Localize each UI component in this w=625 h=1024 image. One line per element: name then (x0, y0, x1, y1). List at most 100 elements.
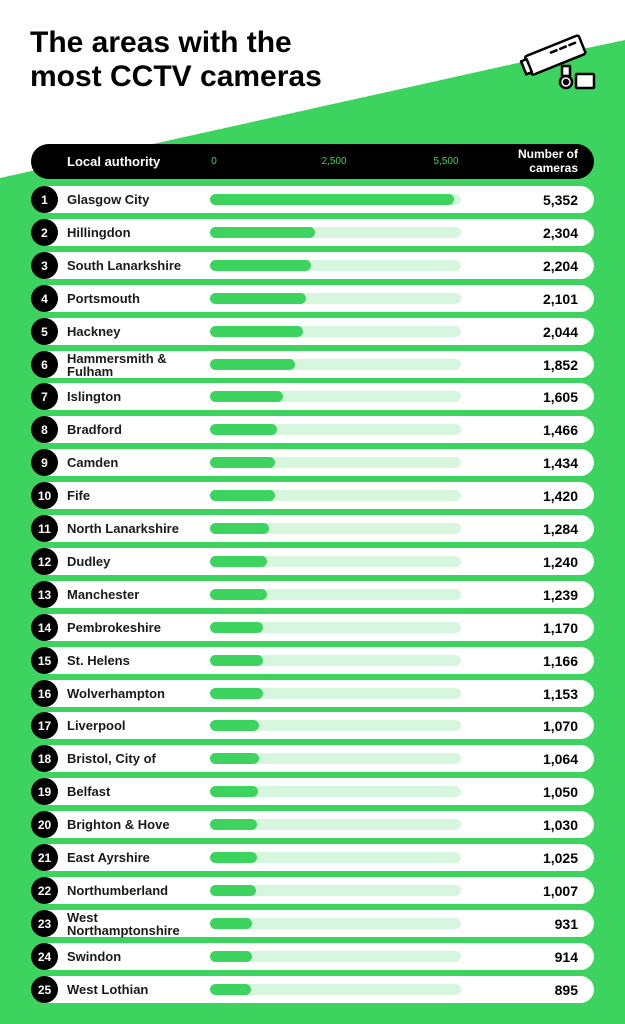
rank-badge: 13 (31, 581, 58, 608)
header-local-authority: Local authority (67, 154, 161, 169)
bar-track (210, 424, 461, 435)
category-label: Dudley (67, 554, 111, 569)
value-label: 1,852 (542, 356, 578, 373)
bar (210, 293, 306, 304)
value-label: 1,434 (542, 454, 578, 471)
category-label: Hackney (67, 324, 121, 339)
category-label: East Ayrshire (67, 850, 150, 865)
rank-badge: 16 (31, 680, 58, 707)
category-label: Wolverhampton (67, 686, 165, 701)
axis-tick-2500: 2,500 (321, 156, 347, 167)
rank-badge: 15 (31, 647, 58, 674)
bar-row: 16 Wolverhampton 1,153 (31, 680, 594, 707)
bar-row: 23 West Northamptonshire 931 (31, 910, 594, 937)
bar (210, 819, 257, 830)
bar-row: 8 Bradford 1,466 (31, 416, 594, 443)
bar (210, 359, 295, 370)
bar-track (210, 227, 461, 238)
bar-track (210, 457, 461, 468)
category-label: Liverpool (67, 718, 126, 733)
bar-track (210, 260, 461, 271)
bar (210, 194, 455, 205)
value-label: 1,166 (542, 652, 578, 669)
bar-row: 2 Hillingdon 2,304 (31, 219, 594, 246)
category-label: Hammersmith & Fulham (67, 350, 167, 379)
bar-track (210, 984, 461, 995)
bar (210, 556, 267, 567)
bar (210, 227, 316, 238)
bar (210, 753, 259, 764)
rank-badge: 14 (31, 614, 58, 641)
value-label: 1,153 (542, 685, 578, 702)
category-label: Swindon (67, 949, 122, 964)
category-label: West Lothian (67, 982, 149, 997)
header-number-of-cameras: Number of cameras (518, 147, 578, 175)
bar (210, 490, 275, 501)
category-label: Camden (67, 455, 119, 470)
rank-badge: 17 (31, 712, 58, 739)
bar-track (210, 655, 461, 666)
value-label: 895 (554, 981, 578, 998)
category-label: Hillingdon (67, 225, 131, 240)
bar (210, 622, 264, 633)
value-label: 1,007 (542, 882, 578, 899)
bar-row: 12 Dudley 1,240 (31, 548, 594, 575)
category-label: Fife (67, 488, 91, 503)
bar (210, 655, 264, 666)
rank-badge: 25 (31, 976, 58, 1003)
bar-row: 13 Manchester 1,239 (31, 581, 594, 608)
bar (210, 391, 284, 402)
bar-track (210, 720, 461, 731)
bar-row: 24 Swindon 914 (31, 943, 594, 970)
category-label: West Northamptonshire (67, 909, 180, 938)
value-label: 1,605 (542, 388, 578, 405)
category-label: Brighton & Hove (67, 817, 170, 832)
bar (210, 852, 257, 863)
bar-track (210, 688, 461, 699)
category-label: Islington (67, 389, 122, 404)
category-label: Pembrokeshire (67, 620, 161, 635)
bar-track (210, 951, 461, 962)
value-label: 2,044 (542, 323, 578, 340)
category-label: St. Helens (67, 653, 130, 668)
value-label: 2,204 (542, 257, 578, 274)
bar (210, 424, 277, 435)
bar-track (210, 819, 461, 830)
axis-tick-5500: 5,500 (433, 156, 459, 167)
bar-row: 18 Bristol, City of 1,064 (31, 745, 594, 772)
title-line-1: The areas with the (30, 26, 292, 59)
value-label: 1,050 (542, 783, 578, 800)
page-title: The areas with the most CCTV cameras (30, 26, 450, 94)
bar-track (210, 589, 461, 600)
category-label: South Lanarkshire (67, 258, 182, 273)
bar (210, 951, 252, 962)
category-label: Manchester (67, 587, 140, 602)
category-label: Northumberland (67, 883, 169, 898)
rank-badge: 10 (31, 482, 58, 509)
axis-tick-0: 0 (211, 156, 217, 167)
category-label: Belfast (67, 784, 111, 799)
value-label: 1,240 (542, 553, 578, 570)
rank-badge: 21 (31, 844, 58, 871)
rank-badge: 6 (31, 351, 58, 378)
value-label: 2,304 (542, 224, 578, 241)
bar-row: 4 Portsmouth 2,101 (31, 285, 594, 312)
bar-row: 20 Brighton & Hove 1,030 (31, 811, 594, 838)
bar (210, 523, 269, 534)
bar (210, 918, 253, 929)
category-label: Glasgow City (67, 192, 150, 207)
category-label: Bradford (67, 422, 122, 437)
bar-row: 14 Pembrokeshire 1,170 (31, 614, 594, 641)
value-label: 1,030 (542, 816, 578, 833)
bar-row: 17 Liverpool 1,070 (31, 712, 594, 739)
value-label: 1,284 (542, 520, 578, 537)
bar (210, 326, 304, 337)
bar (210, 984, 251, 995)
bar (210, 457, 276, 468)
category-label: Portsmouth (67, 291, 140, 306)
bar-row: 25 West Lothian 895 (31, 976, 594, 1003)
bar-track (210, 918, 461, 929)
bar-track (210, 391, 461, 402)
bar-row: 5 Hackney 2,044 (31, 318, 594, 345)
bar (210, 589, 267, 600)
